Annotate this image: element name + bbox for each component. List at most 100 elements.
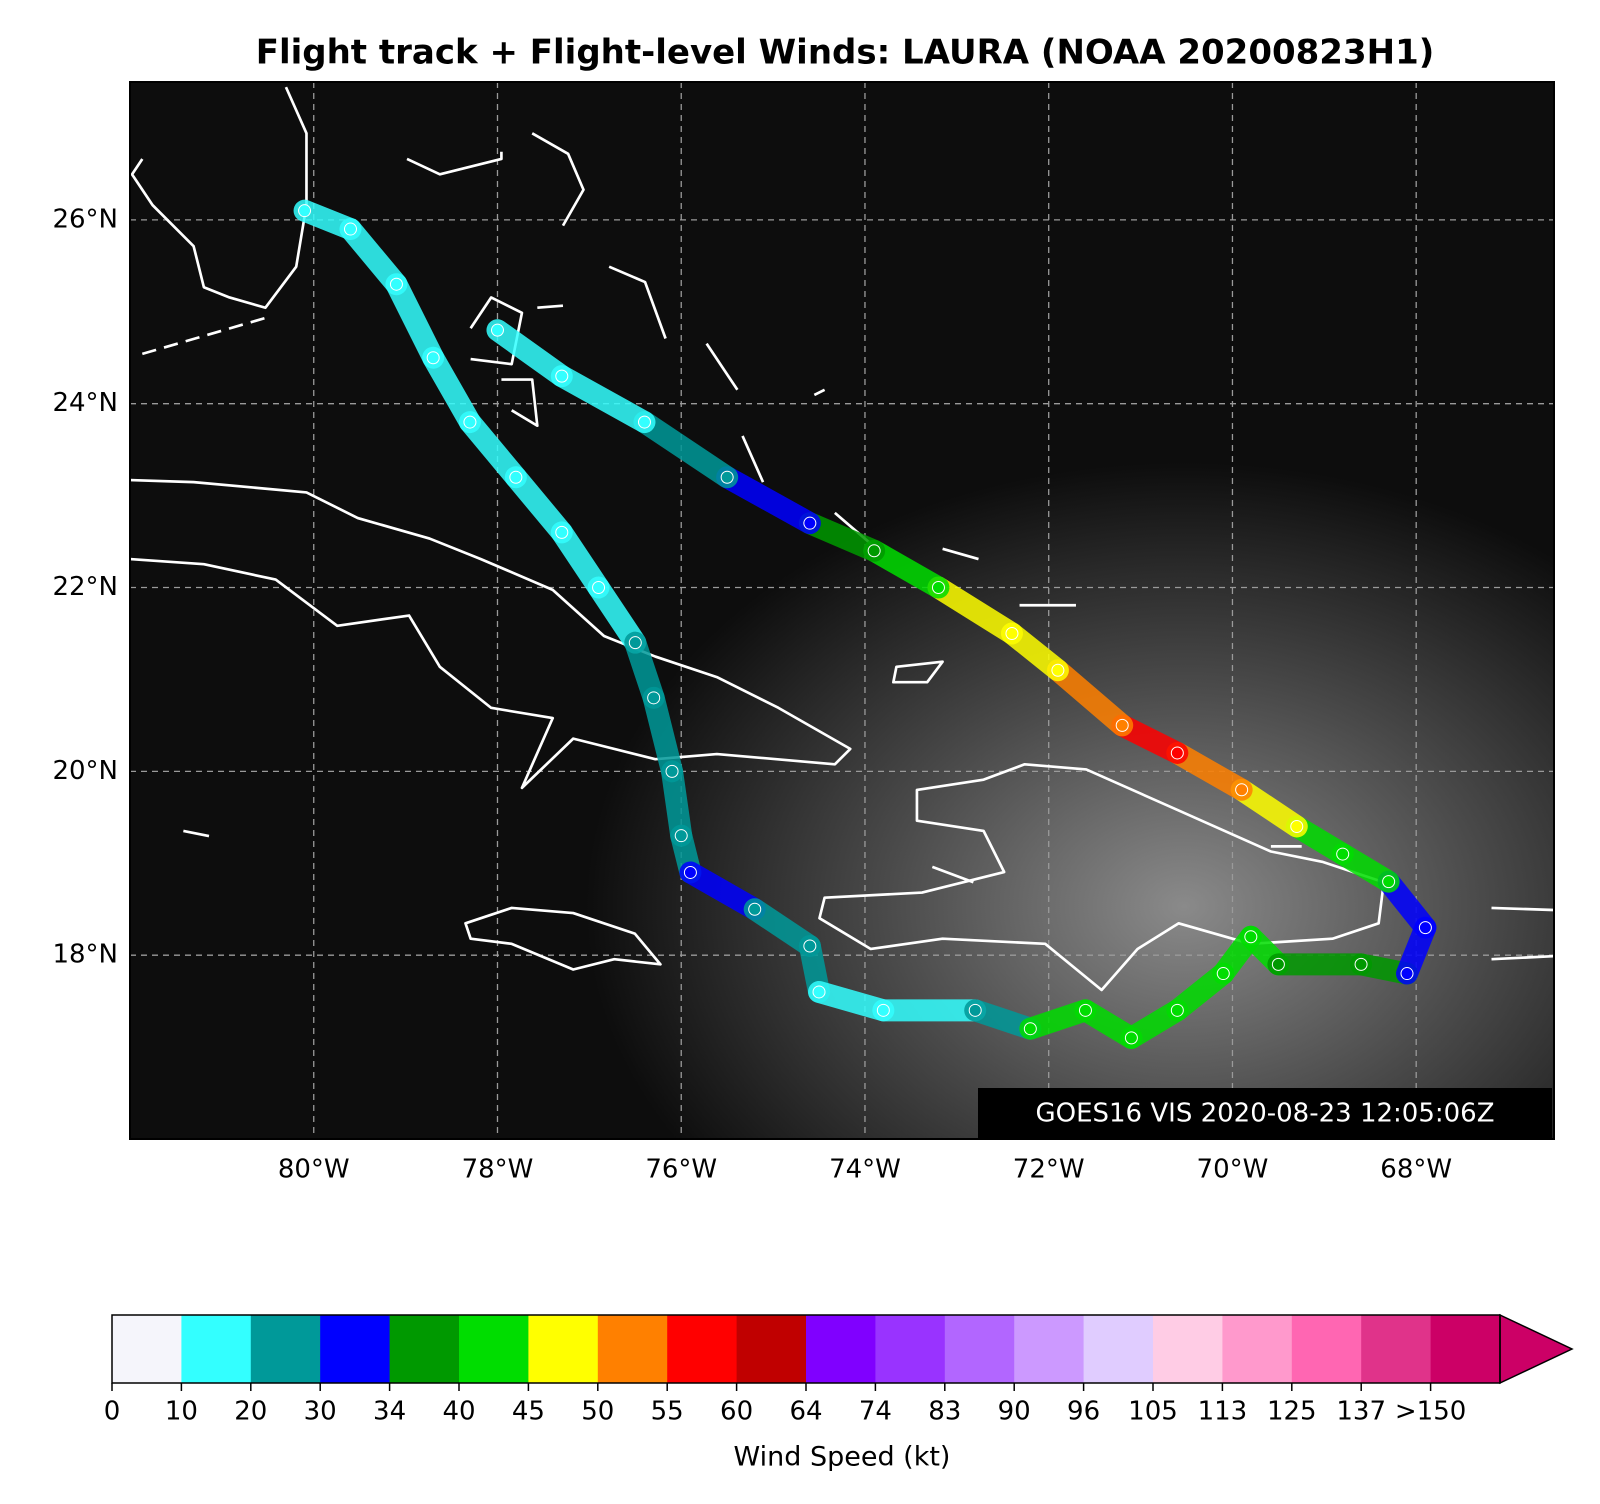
colorbar-tick-label: 55 [651,1397,684,1427]
chart-title: Flight track + Flight-level Winds: LAURA… [256,33,1435,73]
y-tick-label: 20°N [52,756,118,786]
colorbar-box [944,1315,1015,1383]
wind-observation [647,691,661,705]
colorbar-box [112,1315,182,1383]
colorbar-tick-label: 60 [720,1397,753,1427]
wind-observation [665,764,679,778]
colorbar-box [736,1315,807,1383]
wind-observation [812,985,826,999]
x-tick-label: 76°W [645,1155,717,1185]
colorbar-box [1361,1315,1432,1383]
colorbar-box [459,1315,529,1383]
wind-observation [876,1003,890,1017]
track-segment [808,980,895,1022]
wind-observation [1336,847,1350,861]
colorbar-tick-label: 74 [859,1397,892,1427]
wind-observation [867,544,881,558]
coast-jamaica [464,906,662,971]
colorbar-tick-label: 45 [512,1397,545,1427]
wind-observation [463,415,477,429]
colorbar-box [597,1315,668,1383]
wind-observation [1235,783,1249,797]
colorbar-tick-label: 10 [165,1397,198,1427]
map-frame [129,81,1555,1140]
track-segment [679,861,766,921]
track-segment [458,411,527,489]
track-segment [339,218,408,296]
axis-ticks: 80°W 78°W 76°W 74°W 72°W 70°W 68°W 18°N 20°N 22°N… [52,204,1452,1184]
track-segment [1166,741,1253,801]
colorbar-tick-label: 34 [373,1397,406,1427]
colorbar-box [806,1315,876,1383]
track-segment [716,466,821,535]
colorbar-box [1222,1315,1293,1383]
track-segment [422,346,481,434]
wind-observation [1244,930,1258,944]
grid [130,82,1554,1139]
wind-observation [803,516,817,530]
wind-observation [509,470,523,484]
wind-observation [1216,967,1230,981]
coast-hispaniola [818,762,1386,992]
colorbar: 0 10 20 30 34 40 45 50 55 60 64 74 83 90 96 105 113 125 13… [104,1313,1574,1427]
wind-observation [1170,746,1184,760]
wind-observation [683,865,697,879]
x-tick-label: 72°W [1013,1155,1085,1185]
y-tick-label: 24°N [52,388,118,418]
track-segment [587,576,647,654]
x-tick-label: 68°W [1380,1155,1452,1185]
track-segment [1046,659,1134,737]
x-tick-label: 74°W [829,1155,901,1185]
track-segment [633,411,739,489]
colorbar-box [1430,1315,1501,1383]
track-segment [642,686,684,783]
annotation-box [978,1088,1552,1138]
colorbar-box [250,1315,321,1383]
track-segment [1230,778,1308,838]
colorbar-tick-label: 113 [1198,1397,1248,1427]
track-segment [863,539,950,599]
wind-observation [720,470,734,484]
colorbar-label: Wind Speed (kt) [734,1442,951,1473]
wind-observation [490,323,504,337]
y-tick-label: 22°N [52,572,118,602]
x-tick-label: 70°W [1197,1155,1269,1185]
wind-observation [748,902,762,916]
wind-observation [628,636,642,650]
colorbar-tick-label: 0 [104,1397,121,1427]
colorbar-box [528,1315,599,1383]
wind-observation [674,829,688,843]
colorbar-tick-label: 125 [1267,1397,1317,1427]
wind-observation [1418,921,1432,935]
colorbar-tick-label: >150 [1395,1397,1466,1427]
colorbar-tick-label: 20 [234,1397,267,1427]
wind-observation [1124,1031,1138,1045]
wind-observation [555,369,569,383]
colorbar-tick-label: 30 [304,1397,337,1427]
wind-observation [555,525,569,539]
wind-observation [1078,1003,1092,1017]
wind-observation [1051,663,1065,677]
wind-observation [298,204,312,218]
colorbar-tick-label: 40 [442,1397,475,1427]
colorbar-box [181,1315,252,1383]
colorbar-box [667,1315,738,1383]
y-tick-label: 26°N [52,204,118,234]
coastlines [130,86,1554,992]
track-segment [550,365,656,434]
track-segment [927,576,1023,645]
wind-observation [592,581,606,595]
colorbar-box [320,1315,391,1383]
colorbar-tick-label: 137 [1336,1397,1386,1427]
wind-observation [1115,718,1129,732]
wind-observation [343,222,357,236]
colorbar-tick-label: 90 [998,1397,1031,1427]
track-segment [743,898,821,957]
colorbar-extension [1499,1313,1574,1385]
wind-observation [1354,957,1368,971]
colorbar-tick-label: 83 [928,1397,961,1427]
track-segment [486,319,573,388]
coast-cuba [130,478,852,790]
track-segment [385,273,445,369]
colorbar-tick-label: 64 [789,1397,822,1427]
